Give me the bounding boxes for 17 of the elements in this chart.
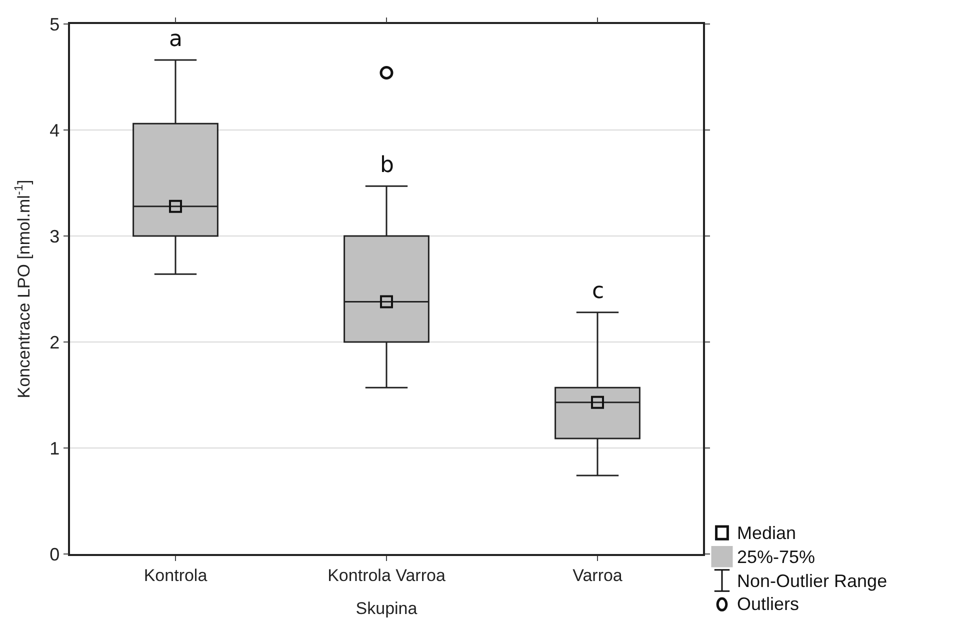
x-tick-label: Kontrola [144, 566, 208, 586]
y-tick-label: 2 [50, 332, 60, 352]
y-tick-label: 5 [50, 14, 60, 34]
x-tick-label: Varroa [572, 566, 623, 586]
y-tick-label: 1 [50, 438, 60, 458]
text: Outliers [737, 594, 800, 614]
text: Non-Outlier Range [737, 571, 888, 591]
text: 25%-75% [737, 547, 816, 567]
y-tick-label: 0 [50, 544, 60, 564]
x-axis-title: Skupina [356, 599, 418, 618]
annotation: c [592, 279, 604, 304]
y-tick-label: 4 [50, 120, 60, 140]
y-tick-label: 3 [50, 226, 60, 246]
annotation: b [380, 153, 394, 178]
annotation: a [169, 27, 182, 52]
x-tick-label: Kontrola Varroa [328, 566, 446, 586]
text: Median [737, 523, 796, 543]
